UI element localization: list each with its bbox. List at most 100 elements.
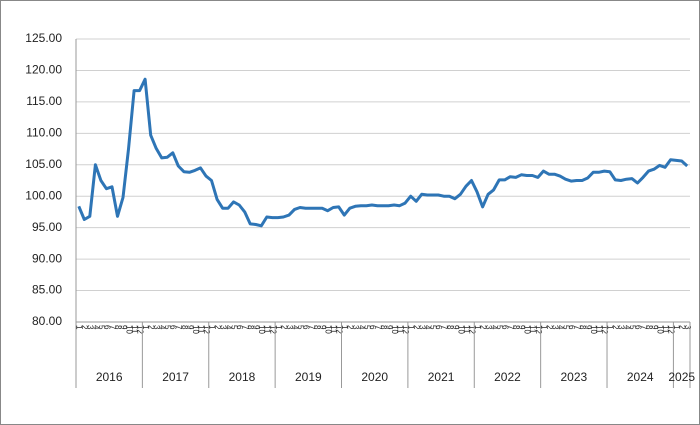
x-tick-label: 3 [86, 325, 95, 330]
x-tick-label: 7 [241, 325, 250, 330]
x-tick-label: 3 [550, 325, 559, 330]
x-group-label: 2023 [560, 370, 587, 384]
x-tick-label: 7 [174, 325, 183, 330]
y-tick-label: 85.00 [32, 283, 62, 297]
y-tick-label: 95.00 [32, 220, 62, 234]
x-tick-label: 11 [263, 325, 272, 334]
x-tick-label: 4 [158, 325, 167, 330]
x-tick-label: 12 [467, 325, 476, 334]
x-tick-label: 12 [534, 325, 543, 334]
x-tick-label: 2 [80, 325, 89, 330]
x-tick-label: 4 [556, 325, 565, 330]
x-tick-label: 10 [589, 325, 598, 334]
x-tick-label: 6 [169, 325, 178, 330]
x-tick-label: 12 [268, 325, 277, 334]
x-tick-label: 6 [102, 325, 111, 330]
x-tick-label: 11 [196, 325, 205, 334]
x-group-label: 2017 [162, 370, 189, 384]
x-tick-label: 1 [274, 325, 283, 330]
x-tick-label: 12 [202, 325, 211, 334]
x-tick-label: 1 [672, 325, 681, 330]
x-tick-label: 11 [661, 325, 670, 334]
x-tick-label: 5 [296, 325, 305, 330]
x-tick-label: 1 [539, 325, 548, 330]
x-tick-label: 8 [445, 325, 454, 330]
x-tick-label: 5 [97, 325, 106, 330]
x-tick-label: 2 [279, 325, 288, 330]
x-tick-label: 2 [678, 325, 687, 330]
x-tick-label: 7 [440, 325, 449, 330]
x-tick-label: 1 [606, 325, 615, 330]
x-tick-label: 7 [373, 325, 382, 330]
x-tick-label: 9 [451, 325, 460, 330]
x-tick-label: 2 [213, 325, 222, 330]
x-tick-label: 2 [611, 325, 620, 330]
x-tick-label: 9 [584, 325, 593, 330]
x-tick-label: 4 [622, 325, 631, 330]
x-tick-label: 7 [572, 325, 581, 330]
x-tick-label: 9 [119, 325, 128, 330]
x-group-label: 2016 [96, 370, 123, 384]
y-tick-label: 105.00 [25, 157, 62, 171]
y-tick-label: 115.00 [26, 94, 62, 108]
x-tick-label: 4 [357, 325, 366, 330]
x-tick-label: 4 [290, 325, 299, 330]
x-tick-label: 8 [512, 325, 521, 330]
x-tick-label: 11 [329, 325, 338, 334]
x-tick-label: 5 [163, 325, 172, 330]
x-tick-label: 7 [639, 325, 648, 330]
x-tick-label: 9 [318, 325, 327, 330]
x-tick-label: 3 [617, 325, 626, 330]
y-tick-label: 80.00 [32, 314, 62, 328]
x-tick-label: 6 [434, 325, 443, 330]
x-group-label: 2022 [494, 370, 521, 384]
x-tick-label: 3 [218, 325, 227, 330]
x-tick-label: 11 [528, 325, 537, 334]
x-tick-label: 7 [108, 325, 117, 330]
x-tick-label: 8 [379, 325, 388, 330]
x-tick-label: 5 [561, 325, 570, 330]
x-tick-label: 4 [490, 325, 499, 330]
x-tick-label: 3 [418, 325, 427, 330]
x-group-label: 2024 [627, 370, 654, 384]
x-tick-label: 3 [484, 325, 493, 330]
y-tick-label: 125.00 [25, 31, 62, 45]
x-tick-label: 12 [136, 325, 145, 334]
x-tick-label: 5 [429, 325, 438, 330]
x-group-label: 2020 [361, 370, 388, 384]
x-tick-label: 8 [180, 325, 189, 330]
x-tick-label: 9 [185, 325, 194, 330]
y-tick-label: 90.00 [32, 251, 62, 265]
x-tick-label: 9 [384, 325, 393, 330]
x-tick-label: 3 [285, 325, 294, 330]
x-group-label: 2019 [295, 370, 322, 384]
x-tick-label: 9 [517, 325, 526, 330]
x-tick-label: 1 [141, 325, 150, 330]
x-tick-label: 2 [346, 325, 355, 330]
y-tick-label: 120.00 [25, 63, 62, 77]
x-tick-label: 12 [600, 325, 609, 334]
x-group-label: 2025 [668, 370, 695, 384]
x-tick-label: 1 [207, 325, 216, 330]
x-tick-label: 8 [246, 325, 255, 330]
x-tick-label: 4 [224, 325, 233, 330]
x-tick-label: 5 [230, 325, 239, 330]
x-tick-label: 12 [667, 325, 676, 334]
x-tick-label: 6 [633, 325, 642, 330]
y-tick-label: 110.00 [26, 126, 62, 140]
x-tick-label: 12 [335, 325, 344, 334]
x-tick-label: 1 [340, 325, 349, 330]
x-tick-label: 10 [257, 325, 266, 334]
x-tick-label: 2 [147, 325, 156, 330]
x-tick-label: 11 [462, 325, 471, 334]
x-tick-label: 7 [307, 325, 316, 330]
x-tick-label: 3 [683, 325, 692, 330]
x-tick-label: 1 [473, 325, 482, 330]
x-tick-label: 10 [456, 325, 465, 334]
x-tick-label: 10 [124, 325, 133, 334]
x-tick-label: 11 [395, 325, 404, 334]
x-tick-label: 6 [301, 325, 310, 330]
x-tick-label: 6 [501, 325, 510, 330]
y-tick-label: 100.00 [25, 188, 62, 202]
